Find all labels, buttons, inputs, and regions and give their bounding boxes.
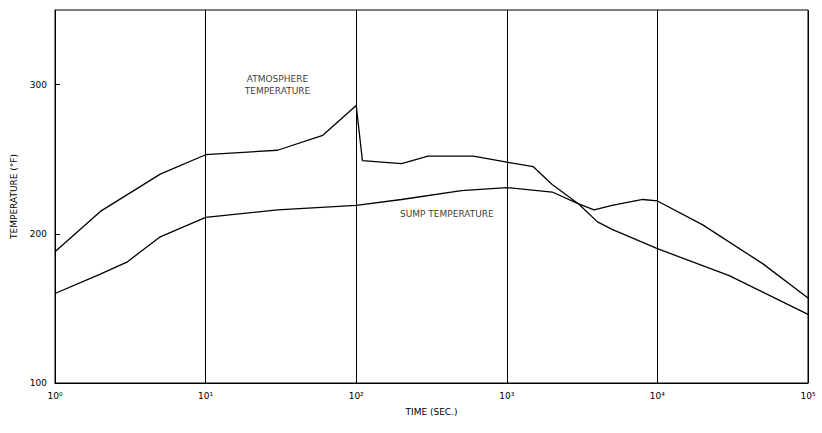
svg-text:200: 200 xyxy=(30,229,47,239)
svg-text:300: 300 xyxy=(30,80,47,90)
svg-text:100: 100 xyxy=(30,378,47,388)
svg-text:10¹: 10¹ xyxy=(198,391,213,401)
svg-text:10⁵: 10⁵ xyxy=(800,391,815,401)
svg-text:TIME (SEC.): TIME (SEC.) xyxy=(404,407,457,417)
svg-text:ATMOSPHERE: ATMOSPHERE xyxy=(247,74,309,84)
svg-text:TEMPERATURE (°F): TEMPERATURE (°F) xyxy=(9,154,19,240)
svg-text:10⁰: 10⁰ xyxy=(47,391,62,401)
svg-text:10³: 10³ xyxy=(499,391,514,401)
svg-text:TEMPERATURE: TEMPERATURE xyxy=(244,86,311,96)
svg-text:10²: 10² xyxy=(349,391,364,401)
svg-text:10⁴: 10⁴ xyxy=(650,391,665,401)
svg-text:SUMP TEMPERATURE: SUMP TEMPERATURE xyxy=(400,209,494,219)
